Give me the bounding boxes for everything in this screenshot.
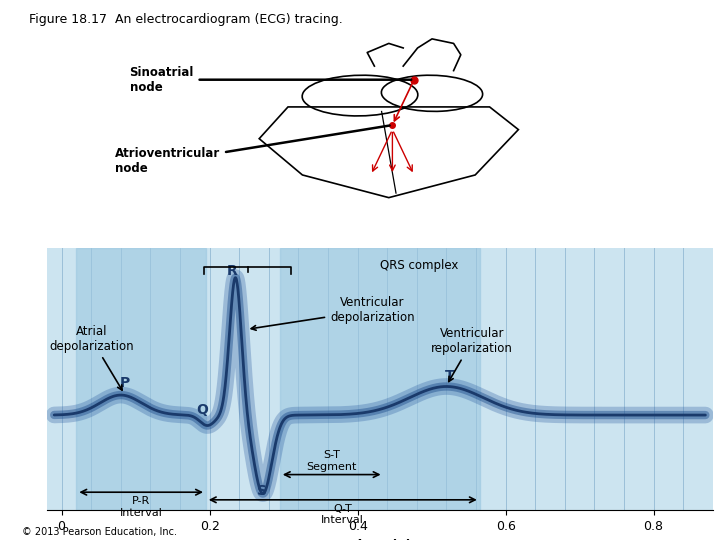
Text: S-T
Segment: S-T Segment [307,450,357,472]
Bar [76,248,206,510]
Text: Atrioventricular
node: Atrioventricular node [115,125,390,176]
Text: T: T [445,369,455,383]
Text: P: P [120,376,130,390]
X-axis label: Time (s): Time (s) [348,538,412,540]
Text: Figure 18.17  An electrocardiogram (ECG) tracing.: Figure 18.17 An electrocardiogram (ECG) … [29,14,343,26]
Text: Ventricular
repolarization: Ventricular repolarization [431,327,513,382]
Text: Q-T
Interval: Q-T Interval [321,504,364,525]
Text: Atrial
depolarization: Atrial depolarization [49,325,133,390]
Text: Ventricular
depolarization: Ventricular depolarization [251,296,415,330]
Bar [280,248,480,510]
Text: Q: Q [197,403,208,417]
Text: QRS complex: QRS complex [380,259,458,272]
Text: Sinoatrial
node: Sinoatrial node [130,66,411,94]
Text: S: S [257,484,267,498]
Text: © 2013 Pearson Education, Inc.: © 2013 Pearson Education, Inc. [22,527,176,537]
Text: R: R [226,264,237,278]
Text: P-R
Interval: P-R Interval [120,496,163,518]
